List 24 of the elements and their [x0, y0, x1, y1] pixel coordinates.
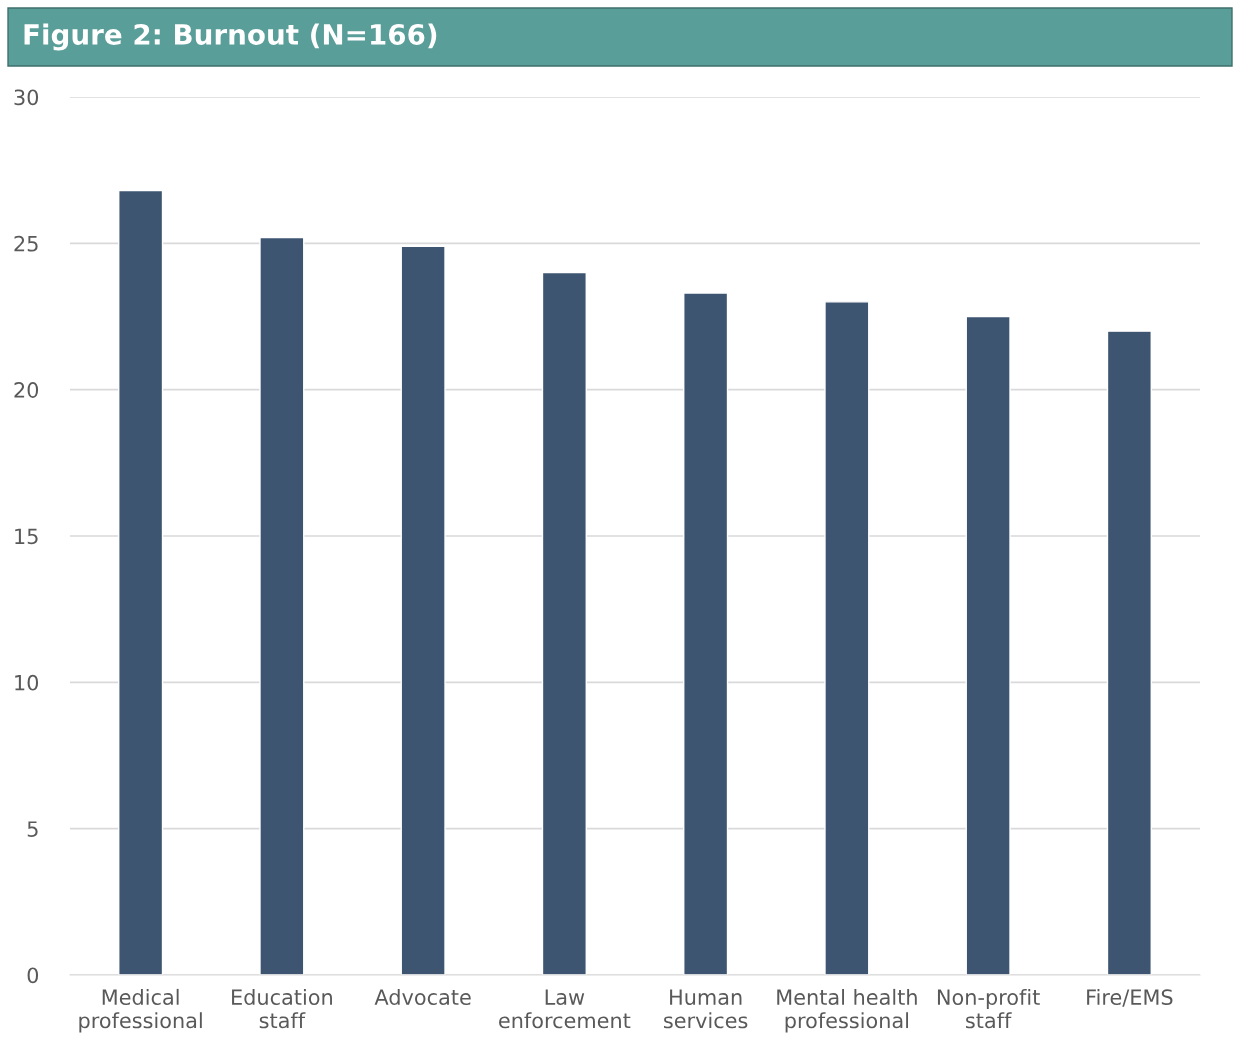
y-tick-label: 10 [15, 674, 39, 691]
bar [400, 245, 446, 975]
bar [259, 236, 305, 975]
bar [541, 271, 587, 975]
x-tick-label: Advocate [374, 988, 471, 1006]
x-tick-label: Fire/EMS [1087, 988, 1173, 1007]
y-tick-label: 15 [15, 528, 38, 545]
y-tick-label: 5 [27, 821, 38, 837]
y-tick-label: 0 [27, 967, 39, 984]
x-tick-label: Non-profit staff [937, 988, 1040, 1029]
x-tick-label: Mental health professional [777, 988, 917, 1033]
bar [683, 292, 729, 975]
x-tick-label: Education staff [232, 988, 332, 1029]
y-tick-label: 25 [14, 235, 38, 252]
x-tick-label: Medical professional [79, 988, 202, 1033]
y-tick-label: 30 [14, 89, 39, 106]
bar [118, 189, 164, 975]
chart-title: Figure 2: Burnout (N=166) [24, 23, 437, 51]
bar [824, 301, 870, 975]
bar [965, 315, 1011, 975]
x-tick-label: Human services [664, 989, 748, 1029]
x-tick-label: Law enforcement [499, 989, 631, 1029]
y-tick-label: 20 [14, 382, 39, 398]
bar [1106, 330, 1152, 975]
